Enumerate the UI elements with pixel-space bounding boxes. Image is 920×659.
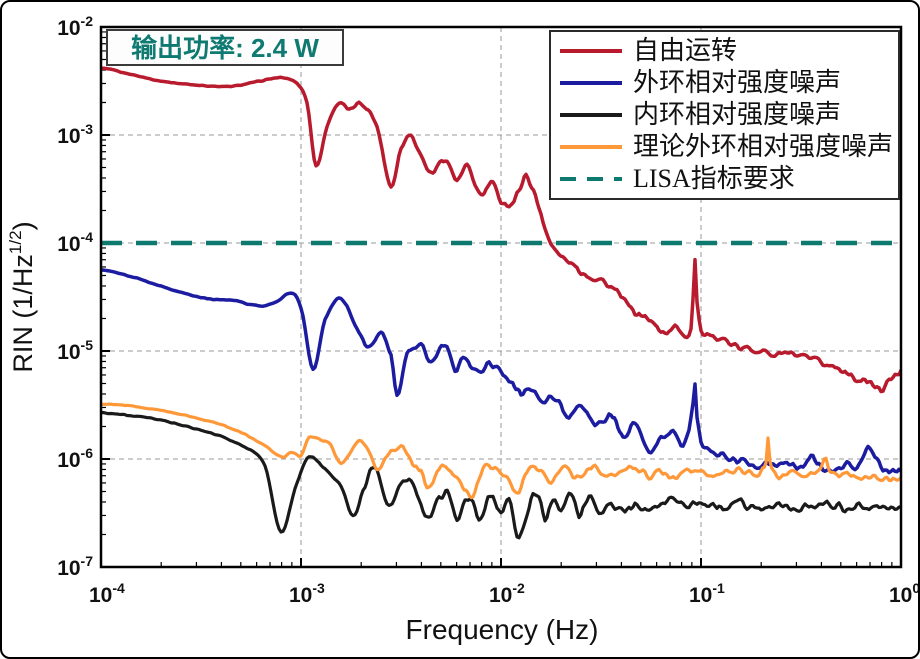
- plot-border: [99, 25, 903, 569]
- curve-0: [101, 66, 901, 394]
- x-tick-label: 10-4: [89, 580, 125, 607]
- legend-item: 内环相对强度噪声: [560, 102, 894, 128]
- y-tick-label: 10-5: [57, 337, 93, 364]
- legend-item: 理论外环相对强度噪声: [560, 134, 894, 160]
- legend-item: 自由运转: [560, 38, 894, 64]
- legend-label: LISA指标要求: [633, 164, 795, 193]
- legend-label: 内环相对强度噪声: [633, 100, 842, 129]
- y-axis-title: RIN (1/Hz1/2): [6, 221, 38, 372]
- x-axis-title: Frequency (Hz): [406, 614, 599, 645]
- x-tick-label: 10-3: [289, 580, 325, 607]
- plot-frame: [99, 25, 903, 569]
- legend-line-sample-outer-loop: [560, 81, 622, 85]
- legend-label: 外环相对强度噪声: [633, 68, 842, 97]
- legend-line-sample-lisa-requirement: [560, 177, 622, 181]
- tick-labels: 10-4 10-3 10-2 10-1 100 10-2 10-3 10-4 10-5 10-6 1…: [57, 13, 920, 607]
- y-tick-label: 10-4: [57, 229, 93, 256]
- curve-3: [101, 402, 901, 500]
- legend-item: LISA指标要求: [560, 166, 894, 192]
- y-tick-label: 10-7: [57, 553, 93, 580]
- legend-item: 外环相对强度噪声: [560, 70, 894, 96]
- x-tick-label: 10-1: [689, 580, 725, 607]
- y-tick-label: 10-6: [57, 445, 93, 472]
- legend-label: 自由运转: [633, 36, 738, 65]
- y-tick-label: 10-2: [57, 13, 93, 40]
- output-power-annotation: 输出功率: 2.4 W: [106, 29, 344, 66]
- legend-line-sample-free-running: [560, 49, 622, 53]
- legend-line-sample-inner-loop: [560, 113, 622, 117]
- legend-line-sample-theory-outer-loop: [560, 145, 622, 149]
- curves-layer: [101, 66, 901, 540]
- x-tick-label: 100: [889, 580, 920, 607]
- legend-label: 理论外环相对强度噪声: [633, 132, 894, 161]
- x-tick-label: 10-2: [489, 580, 525, 607]
- curve-2: [101, 410, 901, 540]
- y-tick-label: 10-3: [57, 121, 93, 148]
- legend: 自由运转 外环相对强度噪声 内环相对强度噪声 理论外环相对强度噪声 LISA指标…: [549, 30, 900, 200]
- output-power-text: 输出功率: 2.4 W: [131, 32, 319, 63]
